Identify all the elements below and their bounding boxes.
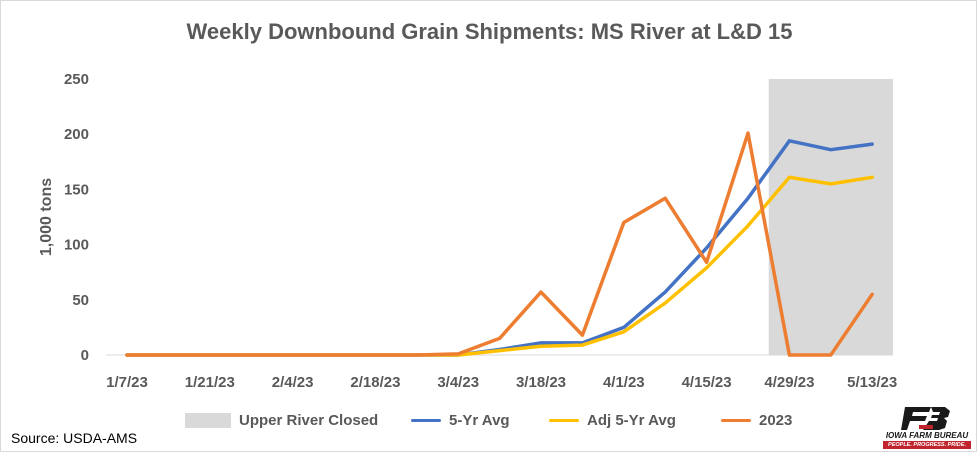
legend-label-upper-river-closed: Upper River Closed [239, 411, 379, 429]
y-tick-label: 0 [81, 347, 89, 364]
x-tick-label: 5/13/23 [847, 374, 897, 391]
legend-swatch-2023 [721, 418, 751, 422]
legend-swatch-upper-river-closed [185, 412, 231, 428]
x-tick-label: 3/4/23 [437, 374, 479, 391]
series-line-2023 [125, 131, 874, 357]
y-tick-label: 50 [72, 292, 89, 309]
legend-item-upper-river-closed: Upper River Closed [185, 409, 378, 431]
chart-title: Weekly Downbound Grain Shipments: MS Riv… [186, 19, 793, 44]
logo-tagline: PEOPLE. PROGRESS. PRIDE. [883, 441, 971, 449]
y-tick-label: 100 [64, 237, 89, 254]
farm-bureau-logo-icon [901, 407, 950, 430]
legend-label-5-yr-avg: 5-Yr Avg [449, 411, 510, 429]
legend-swatch-adj-5-yr-avg [549, 418, 579, 422]
legend-item-adj-5-yr-avg: Adj 5-Yr Avg [549, 409, 676, 431]
x-tick-label: 1/21/23 [185, 374, 235, 391]
source-note: Source: USDA-AMS [11, 430, 138, 446]
y-tick-label: 200 [64, 126, 89, 143]
legend-swatch-5-yr-avg [411, 418, 441, 422]
x-tick-label: 4/29/23 [764, 374, 814, 391]
logo-wordmark: IOWA FARM BUREAU [885, 431, 969, 440]
legend-label-2023: 2023 [759, 411, 793, 429]
y-tick-label: 250 [64, 71, 89, 88]
iowa-farm-bureau-logo: IOWA FARM BUREAU PEOPLE. PROGRESS. PRIDE… [877, 405, 977, 451]
chart-plot: 0 50 100 150 200 250 1/7/23 1/21/23 2/4/23 2/18/2… [38, 71, 897, 391]
y-axis-label: 1,000 tons [38, 178, 55, 256]
x-tick-label: 4/1/23 [603, 374, 645, 391]
x-tick-label: 4/15/23 [682, 374, 732, 391]
x-tick-label: 2/4/23 [272, 374, 314, 391]
legend-item-2023: 2023 [721, 409, 792, 431]
x-tick-label: 3/18/23 [516, 374, 566, 391]
legend-item-5-yr-avg: 5-Yr Avg [411, 409, 510, 431]
y-tick-label: 150 [64, 181, 89, 198]
x-tick-label: 2/18/23 [350, 374, 400, 391]
legend-label-adj-5-yr-avg: Adj 5-Yr Avg [587, 411, 676, 429]
series-line-5-yr-avg [125, 139, 874, 357]
chart-legend: Upper River Closed 5-Yr Avg Adj 5-Yr Avg… [1, 409, 977, 431]
x-tick-label: 1/7/23 [106, 374, 148, 391]
shaded-region-upper-river-closed [768, 79, 893, 355]
